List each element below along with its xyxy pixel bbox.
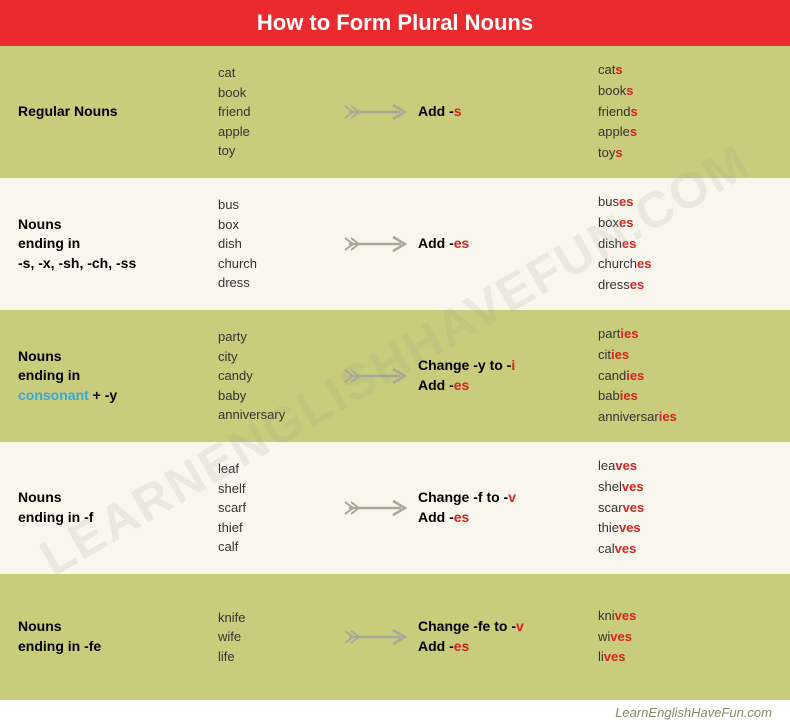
rule-text: Change -fe to -vAdd -es <box>418 617 598 656</box>
category-label: Nounsending in -fe <box>18 617 218 656</box>
arrow-icon <box>338 366 418 386</box>
examples-list: knifewifelife <box>218 608 338 667</box>
rule-text: Add -es <box>418 234 598 254</box>
arrow-icon <box>338 234 418 254</box>
arrow-icon <box>338 627 418 647</box>
category-label: Regular Nouns <box>18 102 218 122</box>
results-list: catsbooksfriendsapplestoys <box>598 60 758 164</box>
footer-credit: LearnEnglishHaveFun.com <box>0 700 790 720</box>
examples-list: catbookfriendappletoy <box>218 63 338 161</box>
rule-text: Add -s <box>418 102 598 122</box>
rule-row: Nounsending in -feknifewifelife Change -… <box>0 574 790 700</box>
rule-row: Nounsending inconsonant + -ypartycitycan… <box>0 310 790 442</box>
category-label: Nounsending inconsonant + -y <box>18 347 218 406</box>
results-list: busesboxesdisheschurchesdresses <box>598 192 758 296</box>
arrow-icon <box>338 498 418 518</box>
rule-row: Regular Nounscatbookfriendappletoy Add -… <box>0 46 790 178</box>
category-label: Nounsending in-s, -x, -sh, -ch, -ss <box>18 215 218 274</box>
rule-text: Change -f to -vAdd -es <box>418 488 598 527</box>
plural-nouns-chart: LEARNENGLISHHAVEFUN.COM How to Form Plur… <box>0 0 790 720</box>
examples-list: leafshelfscarfthiefcalf <box>218 459 338 557</box>
results-list: leavesshelvesscarvesthievescalves <box>598 456 758 560</box>
examples-list: busboxdishchurchdress <box>218 195 338 293</box>
rule-row: Nounsending in-s, -x, -sh, -ch, -ssbusbo… <box>0 178 790 310</box>
arrow-icon <box>338 102 418 122</box>
category-label: Nounsending in -f <box>18 488 218 527</box>
results-list: partiescitiescandiesbabiesanniversaries <box>598 324 758 428</box>
rule-row: Nounsending in -fleafshelfscarfthiefcalf… <box>0 442 790 574</box>
rows-container: Regular Nounscatbookfriendappletoy Add -… <box>0 46 790 700</box>
examples-list: partycitycandybabyanniversary <box>218 327 338 425</box>
rule-text: Change -y to -iAdd -es <box>418 356 598 395</box>
results-list: kniveswiveslives <box>598 606 758 668</box>
chart-title: How to Form Plural Nouns <box>0 0 790 46</box>
